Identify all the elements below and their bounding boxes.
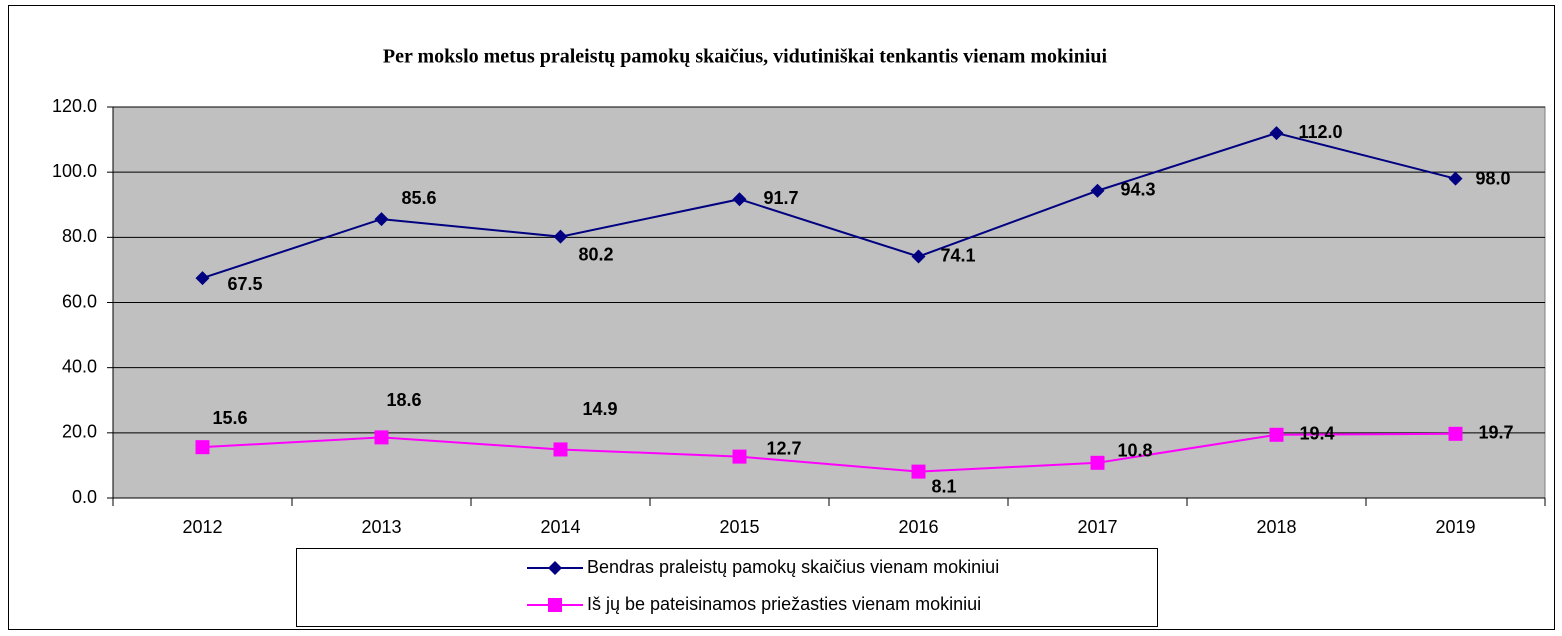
value-label: 12.7: [767, 438, 802, 458]
y-tick-label: 120.0: [52, 96, 97, 116]
legend-marker: [548, 561, 562, 575]
point: [374, 212, 389, 227]
value-label: 10.8: [1118, 441, 1153, 461]
point: [1090, 183, 1105, 198]
y-tick-label: 40.0: [62, 356, 97, 376]
point: [1448, 426, 1463, 441]
y-tick-label: 20.0: [62, 422, 97, 442]
value-label: 8.1: [932, 476, 957, 496]
value-label: 94.3: [1121, 179, 1156, 199]
y-tick-label: 60.0: [62, 291, 97, 311]
x-tick-label: 2012: [182, 517, 222, 537]
legend-label: Iš jų be pateisinamos priežasties vienam…: [587, 594, 981, 614]
value-label: 15.6: [213, 408, 248, 428]
point: [911, 249, 926, 264]
value-label: 91.7: [764, 188, 799, 208]
y-tick-label: 0.0: [72, 487, 97, 507]
y-tick-label: 100.0: [52, 161, 97, 181]
x-tick-label: 2013: [361, 517, 401, 537]
series-line: [202, 132, 1456, 280]
value-label: 85.6: [402, 188, 437, 208]
value-label: 80.2: [579, 244, 614, 264]
legend-label: Bendras praleistų pamokų skaičius vienam…: [587, 557, 999, 577]
series-line: [202, 432, 1456, 473]
point: [1269, 427, 1284, 442]
point: [195, 440, 210, 455]
x-tick-label: 2018: [1256, 517, 1296, 537]
x-tick-label: 2017: [1077, 517, 1117, 537]
chart-title: Per mokslo metus praleistų pamokų skaiči…: [383, 46, 1108, 68]
y-tick-label: 80.0: [62, 226, 97, 246]
legend-box: [296, 548, 1158, 627]
point: [1269, 126, 1284, 141]
point: [732, 449, 747, 464]
point: [911, 464, 926, 479]
point: [1090, 455, 1105, 470]
value-label: 112.0: [1299, 122, 1343, 142]
x-tick-label: 2016: [898, 517, 938, 537]
value-label: 67.5: [228, 274, 263, 294]
x-tick-label: 2015: [719, 517, 759, 537]
value-label: 18.6: [387, 390, 422, 410]
value-label: 74.1: [941, 245, 976, 265]
x-tick-label: 2019: [1435, 517, 1475, 537]
value-label: 14.9: [583, 399, 618, 419]
x-tick-label: 2014: [540, 517, 580, 537]
point: [195, 271, 210, 286]
legend-marker: [548, 598, 562, 612]
value-label: 98.0: [1476, 168, 1511, 188]
value-label: 19.7: [1479, 423, 1514, 443]
point: [374, 430, 389, 445]
value-label: 19.4: [1300, 424, 1335, 444]
point: [732, 192, 747, 207]
point: [553, 442, 568, 457]
point: [553, 229, 568, 244]
point: [1448, 171, 1463, 186]
